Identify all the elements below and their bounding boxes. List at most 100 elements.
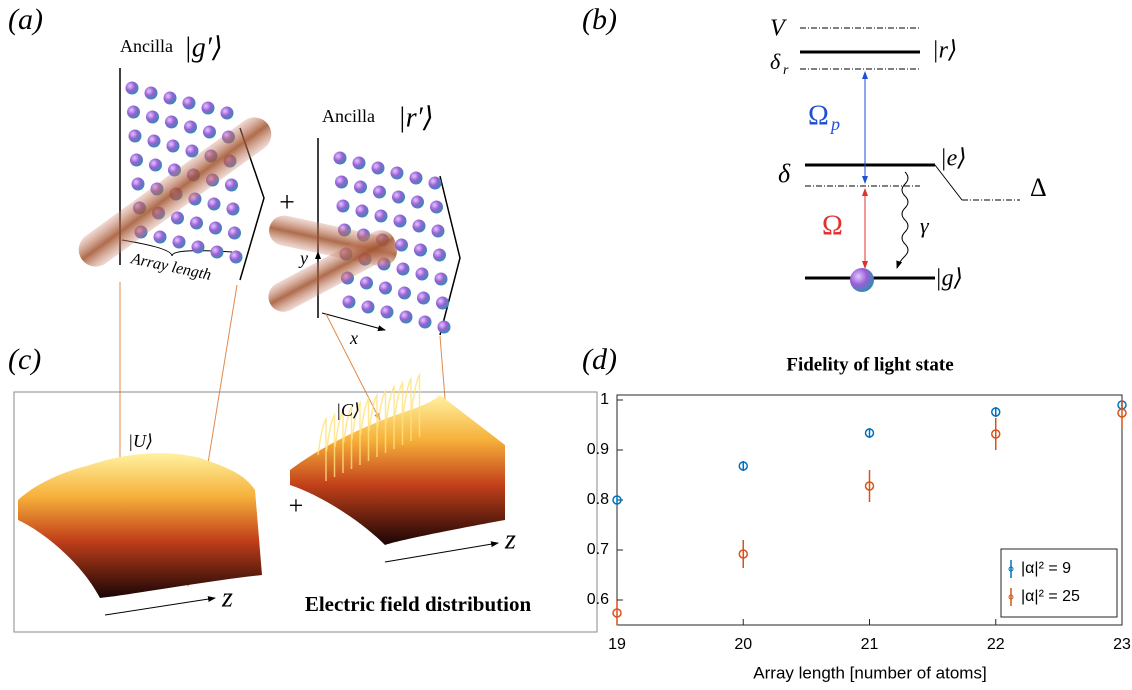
- x-axis-label: x⃗: [349, 328, 372, 348]
- probe-label: Ω: [808, 100, 829, 131]
- atom: [360, 277, 373, 290]
- atom: [375, 210, 388, 223]
- array-length-label: Array length: [129, 250, 213, 284]
- atom: [202, 102, 215, 115]
- level-label: |r⟩: [932, 38, 957, 64]
- chart-title: Fidelity of light state: [786, 354, 953, 375]
- panel-label: (b): [582, 3, 617, 36]
- atom: [429, 177, 442, 190]
- chart: Fidelity of light state Array length [nu…: [587, 354, 1131, 682]
- atom: [411, 196, 424, 209]
- panel-b: V |r⟩ δ r Ω p δ |e⟩ Δ Ω γ |g⟩: [770, 16, 1047, 293]
- state-label: |r′⟩: [398, 102, 434, 133]
- atom: [410, 172, 423, 185]
- panel-c: |U⟩ + |C⟩ z⃗ z⃗ Electric field distribut…: [14, 375, 597, 632]
- atom: [353, 157, 366, 170]
- atom: [417, 292, 430, 305]
- atom: [225, 179, 238, 192]
- caption: Electric field distribution: [305, 592, 532, 616]
- atom: [433, 249, 446, 262]
- z-label: z⃗: [221, 582, 255, 613]
- atom: [343, 296, 356, 309]
- atom: [221, 107, 234, 120]
- x-tick-label: 23: [1113, 636, 1131, 653]
- plus: +: [289, 491, 304, 520]
- atom: [132, 178, 145, 191]
- atom: [190, 217, 203, 230]
- level-label: |e⟩: [940, 146, 967, 172]
- atom: [154, 231, 167, 244]
- atom: [362, 301, 375, 314]
- atom: [148, 135, 161, 148]
- atom: [419, 316, 432, 329]
- atom: [192, 241, 205, 254]
- y-tick-label: 1: [600, 391, 609, 408]
- atom: [165, 116, 178, 129]
- surface: [290, 395, 505, 545]
- atom: [414, 244, 427, 257]
- atom: [435, 273, 448, 286]
- atom: [354, 181, 367, 194]
- y-tick-label: 0.8: [587, 491, 609, 508]
- atom: [183, 97, 196, 110]
- atom: [164, 92, 177, 105]
- state-label: |C⟩: [336, 400, 360, 420]
- legend-label: |α|² = 9: [1021, 560, 1071, 577]
- atom: [129, 130, 142, 143]
- atom: [173, 236, 186, 249]
- z-label: z⃗: [504, 524, 538, 555]
- atom: [432, 225, 445, 238]
- atom: [167, 140, 180, 153]
- atom: [130, 154, 143, 167]
- atom: [391, 167, 404, 180]
- y-tick-label: 0.9: [587, 441, 609, 458]
- level-label: |g⟩: [935, 266, 963, 292]
- atom: [209, 222, 222, 235]
- x-axis-title: Array length [number of atoms]: [753, 663, 986, 682]
- level-label-sub: r: [783, 63, 789, 78]
- beam: [72, 111, 278, 274]
- atom: [395, 239, 408, 252]
- plus: +: [279, 187, 295, 218]
- decay-label: γ: [920, 213, 930, 238]
- atom: [430, 201, 443, 214]
- x-tick-label: 19: [608, 636, 626, 653]
- level-label: δ: [770, 49, 781, 74]
- atom: [335, 176, 348, 189]
- y-tick-label: 0.6: [587, 591, 609, 608]
- state-label: |g′⟩: [184, 32, 223, 63]
- legend-label: |α|² = 25: [1021, 588, 1080, 605]
- ancilla-label: Ancilla: [322, 106, 375, 126]
- atom: [372, 162, 385, 175]
- atom: [397, 263, 410, 276]
- atom: [398, 287, 411, 300]
- atom: [334, 152, 347, 165]
- atom: [416, 268, 429, 281]
- panel-label: (a): [8, 3, 43, 36]
- x-tick-label: 20: [734, 636, 752, 653]
- atom: [203, 126, 216, 139]
- coupling-label: Ω: [822, 210, 843, 241]
- legend: [1001, 549, 1117, 617]
- detuning-label: Δ: [1030, 173, 1047, 202]
- detuning-label: δ: [778, 159, 791, 188]
- x-tick-label: 22: [987, 636, 1005, 653]
- panel-labels: (a) (b) (c) (d): [8, 3, 617, 376]
- atom: [127, 106, 140, 119]
- atom: [392, 191, 405, 204]
- atom: [145, 87, 158, 100]
- atom: [379, 282, 392, 295]
- probe-label-sub: p: [829, 114, 840, 134]
- atom: [373, 186, 386, 199]
- z-arrow: [105, 598, 215, 615]
- atom: [337, 200, 350, 213]
- atom: [149, 159, 162, 172]
- atom: [208, 198, 221, 211]
- atom: [436, 297, 449, 310]
- state-label: |U⟩: [128, 431, 153, 451]
- figure: (a) (b) (c) (d) Ancilla |g′⟩ Array lengt…: [0, 0, 1132, 690]
- atom: [438, 321, 451, 334]
- atom: [413, 220, 426, 233]
- atom: [227, 203, 240, 216]
- surface: [18, 453, 262, 598]
